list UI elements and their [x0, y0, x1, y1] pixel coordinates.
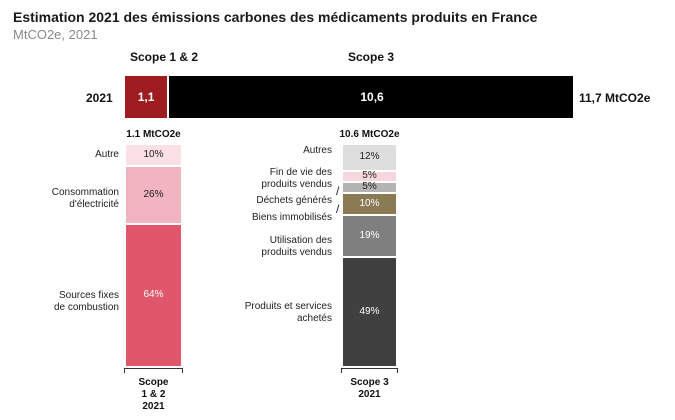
segment-value-label: 49% — [359, 305, 380, 317]
segment-value-label: 5% — [362, 181, 377, 193]
segment-category-label-line: Autres — [303, 145, 332, 156]
chart-subtitle: MtCO2e, 2021 — [13, 27, 98, 42]
x-axis-tick — [124, 368, 125, 373]
x-axis-line — [124, 368, 183, 369]
stack-segment: 10% — [126, 145, 181, 166]
segment-category-label-line: Consommation — [51, 187, 119, 198]
segment-category-label-line: achetés — [296, 313, 332, 324]
segment-category-label: Déchets générés — [192, 195, 332, 207]
bar-scope-1-2: 1,1 — [125, 76, 168, 118]
segment-category-label-line: Autre — [95, 149, 119, 160]
x-axis-tick — [397, 368, 398, 373]
segment-category-label: Produits et services achetés — [192, 301, 332, 325]
segment-category-label: Sources fixes de combustion — [0, 290, 119, 314]
x-axis-tick — [182, 368, 183, 373]
segment-category-label-line: Sources fixes — [58, 290, 119, 301]
x-axis-tick — [341, 368, 342, 373]
segment-value-label: 10% — [359, 197, 380, 209]
x-axis-label-line: Scope 3 — [350, 377, 389, 388]
stack-segment: 19% — [343, 215, 396, 256]
segment-category-label-line: Déchets générés — [256, 195, 332, 206]
stack-segment: 5% — [343, 181, 396, 193]
segment-value-label: 19% — [359, 229, 380, 241]
segment-category-label-line: d'électricité — [69, 199, 119, 210]
segment-value-label: 64% — [143, 289, 164, 301]
x-axis-label-line: 2021 — [142, 401, 165, 412]
segment-value-label: 12% — [359, 151, 380, 163]
x-axis-label-line: Scope — [138, 377, 169, 388]
header-scope-1-2: Scope 1 & 2 — [129, 50, 199, 64]
segment-value-label: 10% — [143, 149, 164, 161]
year-label: 2021 — [86, 91, 113, 105]
bar-value-label: 1,1 — [137, 90, 155, 104]
stack-segment: 26% — [126, 167, 181, 223]
segment-category-label-line: produits vendus — [261, 179, 332, 190]
stack-segment: 5% — [343, 170, 396, 182]
segment-category-label: Fin de vie des produits vendus — [192, 167, 332, 191]
segment-category-label-line: Utilisation des — [269, 235, 332, 246]
x-axis-label-scope-1-2: Scope 1 & 2 2021 — [111, 377, 196, 413]
x-axis-label-scope-3: Scope 3 2021 — [328, 377, 411, 401]
stack-segment: 10% — [343, 193, 396, 214]
stack-total-scope-3: 10.6 MtCO2e — [339, 129, 400, 140]
x-axis-line — [341, 368, 398, 369]
leader-slash: / — [336, 184, 340, 198]
chart-title: Estimation 2021 des émissions carbones d… — [13, 9, 538, 25]
segment-category-label-line: Biens immobilisés — [251, 212, 332, 223]
segment-category-label-line: produits vendus — [261, 247, 332, 258]
x-axis-label-line: 2021 — [358, 389, 381, 400]
segment-category-label-line: Fin de vie des — [269, 167, 332, 178]
segment-category-label: Autres — [192, 145, 332, 157]
leader-slash: / — [336, 202, 340, 216]
stack-segment: 49% — [343, 257, 396, 366]
bar-value-label: 10,6 — [360, 90, 384, 104]
stack-total-scope-1-2: 1.1 MtCO2e — [126, 129, 181, 140]
segment-value-label: 26% — [143, 188, 164, 200]
segment-category-label: Biens immobilisés — [192, 212, 332, 224]
segment-category-label-line: Produits et services — [244, 301, 332, 312]
total-label: 11,7 MtCO2e — [579, 91, 651, 105]
stack-segment: 64% — [126, 224, 181, 366]
x-axis-label-line: 1 & 2 — [141, 389, 166, 400]
segment-category-label-line: de combustion — [53, 302, 119, 313]
segment-category-label: Autre — [0, 149, 119, 161]
bar-scope-3: 10,6 — [167, 76, 573, 118]
segment-category-label: Utilisation des produits vendus — [192, 235, 332, 259]
header-scope-3: Scope 3 — [347, 50, 395, 64]
segment-category-label: Consommation d'électricité — [0, 187, 119, 211]
stack-segment: 12% — [343, 145, 396, 170]
segment-value-label: 5% — [362, 170, 377, 182]
